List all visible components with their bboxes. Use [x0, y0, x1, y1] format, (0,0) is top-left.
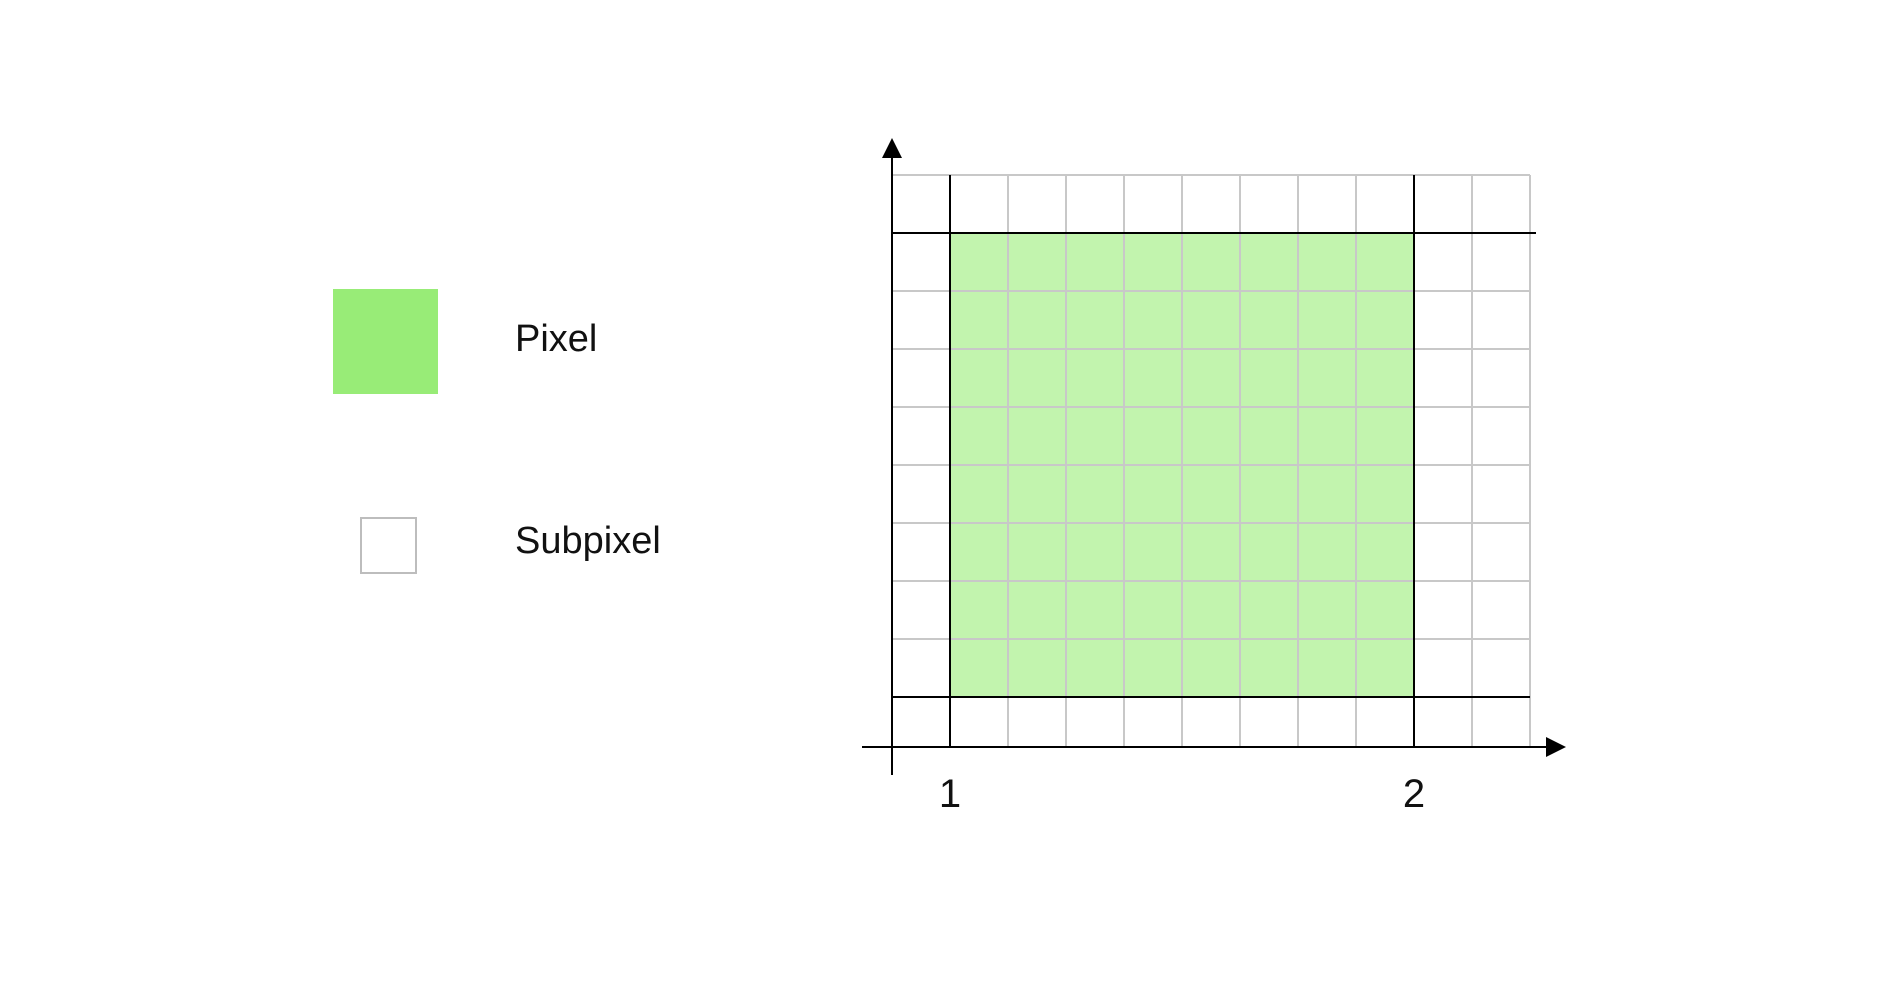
x-tick-label: 2: [1403, 772, 1425, 816]
legend-pixel-swatch: [333, 289, 438, 394]
legend-pixel-label: Pixel: [515, 318, 598, 360]
legend-subpixel-label: Subpixel: [515, 520, 661, 562]
x-tick-label: 1: [939, 772, 961, 816]
legend-subpixel-swatch: [360, 517, 417, 574]
